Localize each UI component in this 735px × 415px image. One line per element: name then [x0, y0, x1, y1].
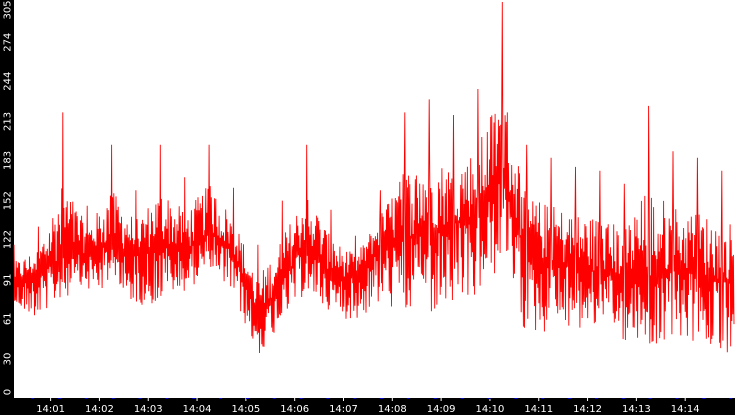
- y-tick-label: 152: [3, 191, 14, 210]
- y-axis-ticks: 0 30 61 91 122 152 183 213 244 274 305: [3, 0, 14, 395]
- y-tick-label: 213: [3, 112, 14, 131]
- x-tick-label: 14:05: [231, 404, 260, 415]
- y-axis-band: [0, 0, 14, 415]
- y-tick-label: 183: [3, 151, 14, 170]
- x-tick-label: 14:10: [476, 404, 505, 415]
- x-tick-label: 14:11: [524, 404, 553, 415]
- y-tick-label: 0: [3, 389, 14, 395]
- y-tick-label: 30: [3, 353, 14, 366]
- series-line: [13, 1, 735, 354]
- x-tick-label: 14:12: [573, 404, 602, 415]
- x-tick-label: 14:06: [280, 404, 309, 415]
- x-tick-label: 14:09: [427, 404, 456, 415]
- x-tick-label: 14:03: [134, 404, 163, 415]
- x-tick-label: 14:13: [622, 404, 651, 415]
- y-tick-label: 274: [3, 33, 14, 52]
- x-axis-ticks: 14:01 14:02 14:03 14:04 14:05 14:06 14:07 14:08…: [36, 398, 700, 415]
- x-tick-label: 14:08: [378, 404, 407, 415]
- x-tick-label: 14:04: [183, 404, 212, 415]
- y-tick-label: 305: [3, 0, 14, 19]
- x-tick-label: 14:07: [329, 404, 358, 415]
- y-tick-label: 244: [3, 72, 14, 91]
- x-tick-label: 14:14: [671, 404, 700, 415]
- x-axis-band: [0, 398, 735, 415]
- x-tick-label: 14:01: [36, 404, 65, 415]
- y-tick-label: 122: [3, 230, 14, 249]
- x-tick-label: 14:02: [85, 404, 114, 415]
- y-tick-label: 61: [3, 312, 14, 325]
- y-tick-label: 91: [3, 273, 14, 286]
